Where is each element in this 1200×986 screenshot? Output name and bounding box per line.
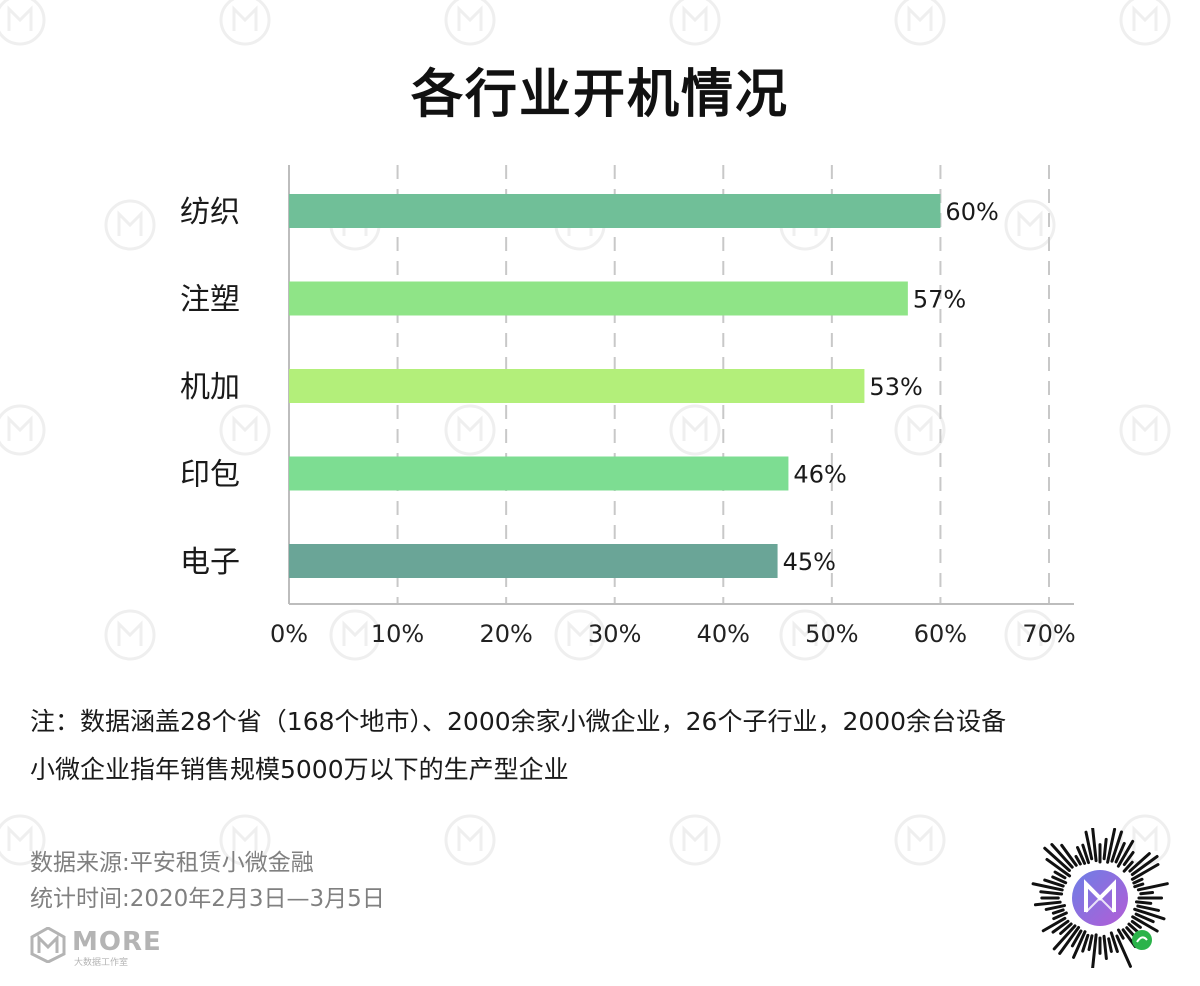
- bar-2: [289, 281, 908, 316]
- category-label: 机加: [180, 370, 240, 405]
- data-source: 数据来源:平安租赁小微金融: [30, 850, 314, 876]
- more-logo: MORE 大数据工作室: [30, 925, 162, 968]
- value-label: 46%: [793, 461, 846, 489]
- logo-subtext: 大数据工作室: [74, 958, 129, 968]
- footnote-line-1: 注：数据涵盖28个省（168个地市）、2000余家小微企业，26个子行业，200…: [30, 707, 1007, 736]
- x-tick-label: 50%: [805, 620, 858, 648]
- more-logo-icon: [30, 927, 66, 963]
- page-title: 各行业开机情况: [410, 65, 789, 125]
- x-tick-label: 30%: [588, 620, 641, 648]
- value-label: 45%: [783, 548, 836, 576]
- source-block: 数据来源:平安租赁小微金融 统计时间:2020年2月3日—3月5日: [30, 845, 385, 917]
- x-tick-label: 0%: [270, 620, 308, 648]
- value-label: 57%: [913, 286, 966, 314]
- bar-5: [289, 544, 778, 578]
- logo-text: MORE: [72, 927, 162, 957]
- bar-4: [289, 456, 789, 491]
- category-label: 电子: [180, 545, 240, 580]
- x-tick-label: 20%: [479, 620, 532, 648]
- x-tick-label: 10%: [371, 620, 424, 648]
- x-tick-label: 40%: [697, 620, 750, 648]
- bar-1: [289, 194, 941, 228]
- bar-3: [289, 369, 865, 403]
- category-label: 注塑: [180, 283, 240, 318]
- category-label: 印包: [180, 458, 240, 493]
- footnote-line-2: 小微企业指年销售规模5000万以下的生产型企业: [30, 755, 569, 784]
- value-label: 60%: [945, 198, 998, 226]
- value-label: 53%: [869, 373, 922, 401]
- x-tick-label: 60%: [914, 620, 967, 648]
- mini-program-qr-icon: [1031, 828, 1169, 968]
- x-tick-label: 70%: [1022, 620, 1075, 648]
- statistic-period: 统计时间:2020年2月3日—3月5日: [30, 886, 385, 912]
- category-label: 纺织: [180, 195, 240, 230]
- footnote: 注：数据涵盖28个省（168个地市）、2000余家小微企业，26个子行业，200…: [30, 698, 1180, 794]
